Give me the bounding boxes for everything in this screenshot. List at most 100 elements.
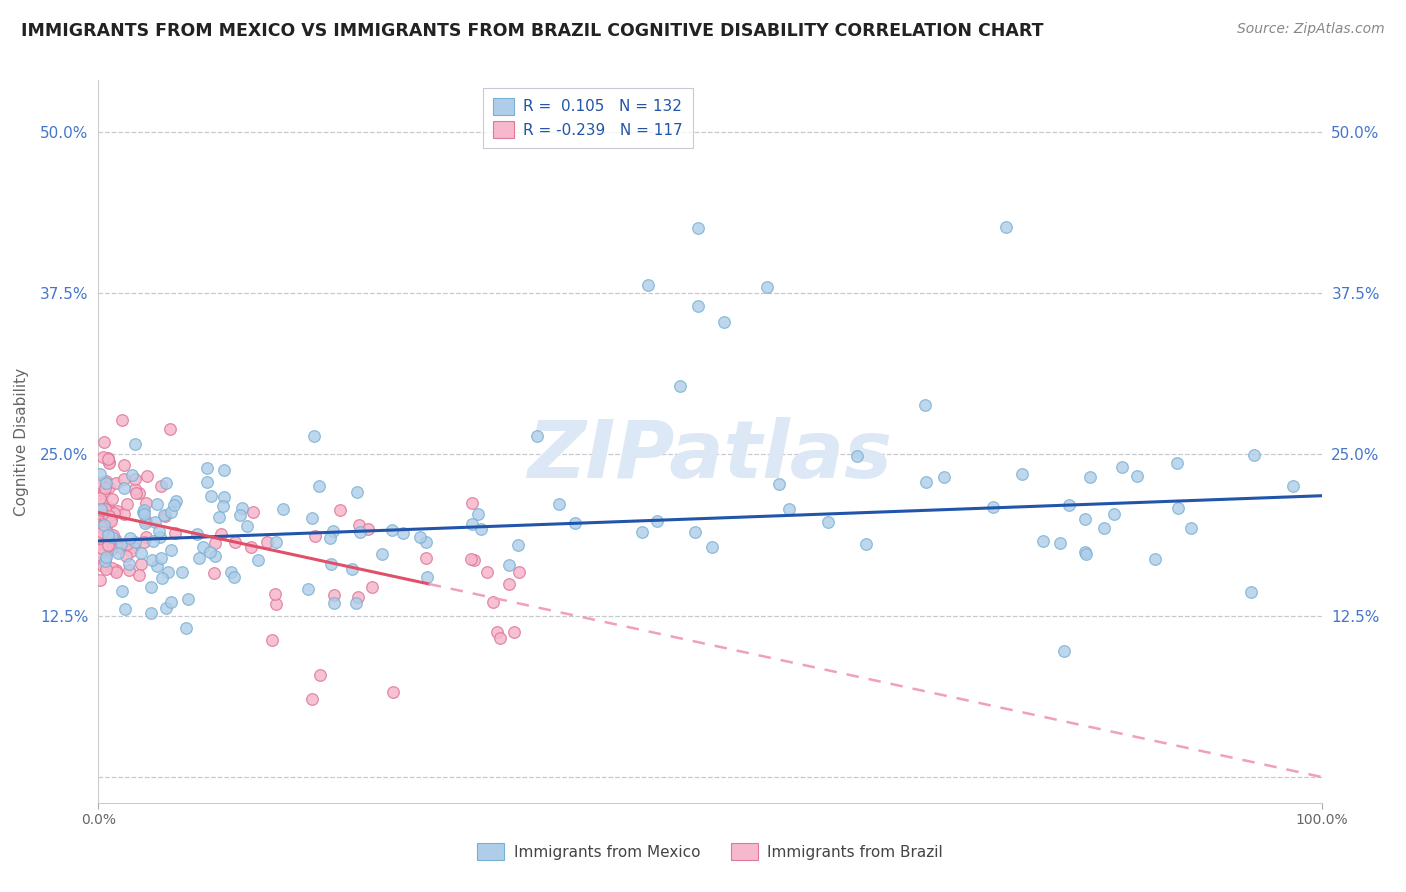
Point (229, 508, 252, 522)
Point (93, 552, 115, 566)
Point (101, 491, 124, 506)
Point (914, 475, 936, 490)
Point (112, 472, 135, 486)
Point (200, 489, 222, 503)
Point (89, 556, 111, 570)
Point (630, 525, 652, 540)
Point (485, 624, 508, 639)
Point (139, 580, 162, 594)
Point (669, 379, 692, 393)
Point (381, 685, 404, 699)
Point (242, 505, 264, 519)
Point (91, 558, 114, 573)
Point (477, 566, 499, 580)
Point (319, 558, 342, 572)
Point (174, 621, 197, 635)
Point (1243, 448, 1265, 462)
Point (645, 514, 668, 528)
Point (713, 315, 735, 329)
Point (235, 518, 257, 533)
Point (768, 476, 790, 491)
Point (100, 512, 122, 526)
Point (89, 475, 111, 490)
Point (115, 536, 138, 550)
Point (239, 540, 262, 554)
Point (209, 527, 232, 541)
Point (112, 507, 135, 521)
Point (128, 568, 150, 582)
Point (100, 541, 122, 556)
Point (101, 561, 124, 575)
Point (94, 501, 117, 516)
Point (301, 511, 323, 525)
Point (347, 518, 370, 533)
Point (90, 546, 112, 560)
Point (96, 474, 118, 488)
Point (94, 537, 117, 551)
Point (1126, 469, 1149, 483)
Point (93, 484, 115, 499)
Point (100, 538, 122, 552)
Point (149, 479, 172, 493)
Point (105, 565, 128, 579)
Point (508, 565, 530, 579)
Point (98, 508, 121, 523)
Point (319, 531, 342, 545)
Point (89, 467, 111, 482)
Point (128, 486, 150, 500)
Point (932, 470, 955, 484)
Point (349, 524, 371, 539)
Point (1166, 456, 1188, 470)
Point (94, 511, 117, 525)
Point (89, 495, 111, 509)
Point (90, 493, 112, 508)
Point (91, 525, 114, 540)
Point (90, 518, 112, 533)
Point (118, 558, 141, 572)
Point (271, 502, 294, 516)
Point (224, 534, 246, 549)
Legend: Immigrants from Mexico, Immigrants from Brazil: Immigrants from Mexico, Immigrants from … (470, 836, 950, 867)
Point (845, 449, 868, 463)
Point (297, 582, 319, 597)
Point (122, 540, 145, 554)
Point (508, 538, 530, 552)
Point (107, 546, 129, 560)
Point (114, 601, 136, 615)
Point (97, 504, 120, 518)
Point (177, 592, 200, 607)
Point (90, 530, 112, 544)
Point (817, 515, 839, 529)
Point (115, 549, 138, 563)
Point (263, 587, 285, 601)
Point (124, 437, 146, 451)
Text: Source: ZipAtlas.com: Source: ZipAtlas.com (1237, 22, 1385, 37)
Point (163, 498, 186, 512)
Point (94, 476, 117, 491)
Point (132, 534, 155, 549)
Point (149, 530, 172, 544)
Point (117, 497, 139, 511)
Point (93, 517, 115, 532)
Point (1032, 533, 1054, 548)
Point (1074, 512, 1097, 526)
Point (118, 531, 141, 545)
Point (914, 398, 936, 412)
Point (637, 277, 659, 292)
Point (1057, 498, 1080, 512)
Point (91, 497, 114, 511)
Point (686, 299, 709, 313)
Point (90, 502, 112, 516)
Point (415, 550, 437, 565)
Point (1053, 644, 1076, 658)
Point (89, 504, 111, 518)
Point (98, 480, 121, 494)
Point (260, 632, 283, 647)
Point (135, 514, 157, 528)
Point (112, 481, 135, 495)
Point (103, 506, 125, 520)
Point (135, 496, 157, 510)
Point (416, 570, 439, 584)
Point (129, 546, 152, 560)
Point (132, 503, 155, 517)
